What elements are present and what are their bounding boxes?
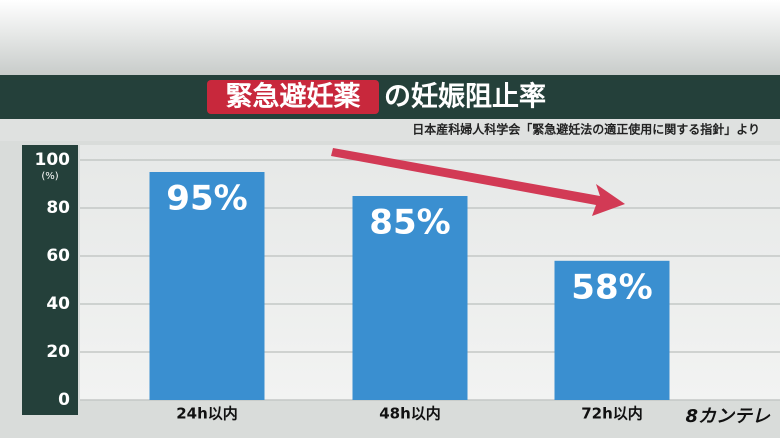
title-bar: [0, 75, 780, 119]
y-tick-label: 80: [46, 198, 70, 218]
title-highlight-box: [207, 80, 379, 114]
y-tick-label: 100: [35, 150, 71, 170]
y-axis-panel: [22, 145, 78, 415]
bar: [554, 260, 670, 400]
y-tick-label: 20: [46, 342, 70, 362]
logo: 8カンテレ: [685, 406, 771, 427]
title: の妊娠阻止率: [384, 81, 546, 113]
value-label: 85%: [369, 203, 450, 243]
title-highlight: 緊急避妊薬: [226, 81, 361, 113]
x-tick-label: 48h以内: [379, 405, 441, 423]
source: 日本産科婦人科学会「緊急避妊法の適正使用に関する指針」より: [412, 122, 760, 137]
value-label: 58%: [571, 267, 652, 307]
trend-arrow: [331, 148, 625, 216]
y-unit: (%): [41, 171, 58, 182]
bar: [352, 196, 468, 400]
value-label: 95%: [166, 179, 247, 219]
y-tick-label: 0: [58, 390, 70, 410]
y-tick-label: 60: [46, 246, 70, 266]
source-bg: [0, 119, 780, 141]
x-tick-label: 24h以内: [176, 405, 238, 423]
y-tick-label: 40: [46, 294, 70, 314]
bar: [149, 172, 265, 400]
x-tick-label: 72h以内: [581, 405, 643, 423]
header-bg: [0, 0, 780, 75]
